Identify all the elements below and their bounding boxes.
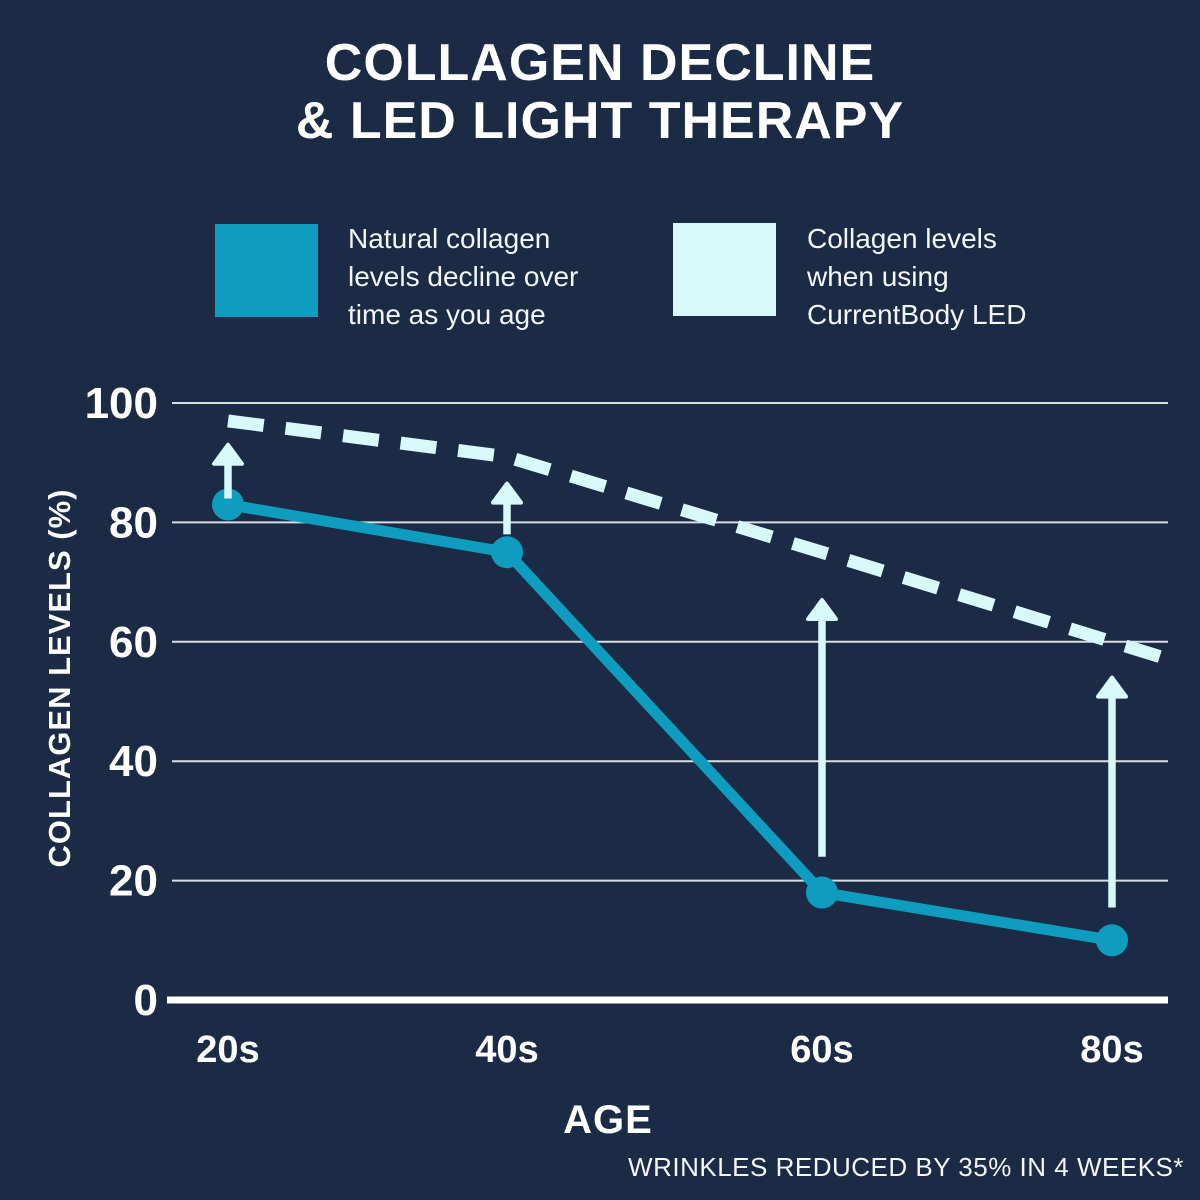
chart-title-line-2: & LED LIGHT THERAPY — [295, 92, 905, 150]
y-tick-label: 60 — [109, 618, 158, 667]
x-tick-label: 40s — [475, 1029, 538, 1071]
up-arrow-head — [212, 442, 244, 466]
x-tick-label: 60s — [790, 1029, 853, 1071]
chart-title: COLLAGEN DECLINE & LED LIGHT THERAPY — [0, 34, 1200, 150]
led-series-dashed-line — [227, 414, 1162, 663]
y-tick-label: 100 — [85, 379, 158, 428]
legend-label-natural: Natural collagen levels decline over tim… — [348, 223, 579, 330]
y-tick-label: 40 — [109, 737, 158, 786]
chart-title-line-1: COLLAGEN DECLINE — [324, 34, 876, 92]
x-tick-label: 20s — [196, 1029, 259, 1071]
x-axis-label: AGE — [563, 1098, 653, 1142]
data-point-marker — [1096, 924, 1128, 957]
data-point-marker — [212, 488, 244, 521]
data-point-marker — [806, 876, 838, 909]
data-point-marker — [491, 536, 523, 569]
up-arrow-head — [1096, 675, 1128, 699]
y-tick-label: 0 — [134, 976, 158, 1025]
legend-swatch-led — [673, 223, 776, 316]
natural-series-line — [227, 499, 1113, 946]
y-tick-label: 80 — [109, 498, 158, 547]
up-arrow-head — [806, 598, 838, 622]
x-tick-label: 80s — [1080, 1029, 1143, 1071]
up-arrow-head — [491, 481, 523, 505]
legend-label-led: Collagen levels when using CurrentBody L… — [807, 223, 1027, 330]
y-tick-label: 20 — [109, 857, 158, 906]
footer-disclaimer: WRINKLES REDUCED BY 35% IN 4 WEEKS* — [628, 1152, 1184, 1182]
legend-swatch-natural — [215, 224, 318, 317]
